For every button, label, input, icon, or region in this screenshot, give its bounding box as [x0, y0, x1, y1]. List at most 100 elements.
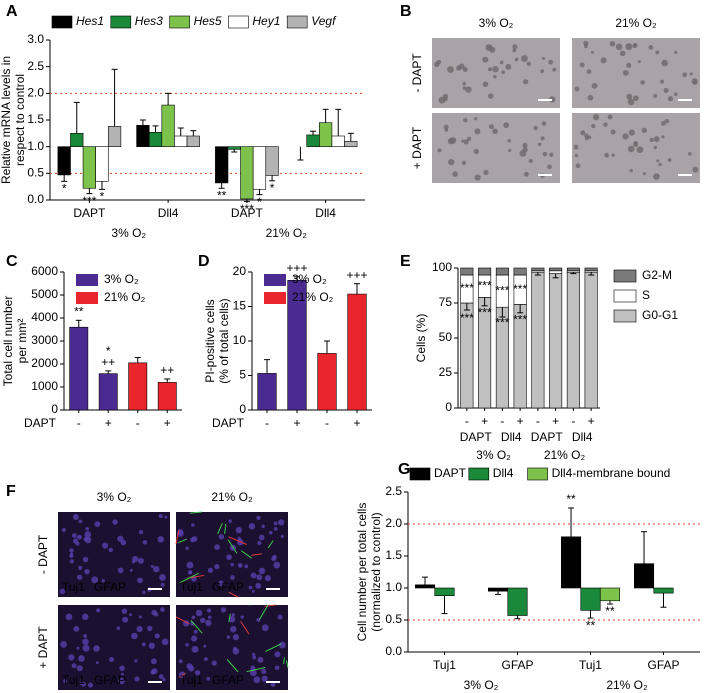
bar-segment: [495, 267, 509, 276]
y-tick-label: 1000: [31, 379, 58, 393]
bar: [69, 326, 89, 411]
cell: [256, 515, 261, 521]
bar-segment: [584, 271, 598, 409]
bar: [82, 146, 96, 189]
cell: [636, 146, 644, 154]
cell: [483, 169, 489, 176]
y-tick-label: 0.5: [27, 166, 44, 180]
significance-label: *: [270, 181, 275, 195]
cell: [190, 523, 195, 527]
y-tick-label: 2.0: [385, 516, 402, 530]
cell: [93, 645, 100, 652]
cell: [474, 174, 481, 181]
cell: [649, 137, 654, 143]
y-axis-label: PI-positive cells: [203, 299, 217, 382]
cell: [492, 66, 499, 73]
x-tick-label: GFAP: [501, 658, 533, 672]
cell: [277, 519, 285, 526]
cell: [121, 608, 128, 614]
cell: [537, 142, 542, 147]
cell: [541, 121, 547, 126]
cell: [507, 139, 511, 143]
y-tick-label: 2.5: [27, 59, 44, 73]
cell: [251, 589, 255, 593]
cell: [280, 534, 284, 538]
cell: [688, 152, 692, 156]
stain-label: GFAP: [212, 580, 244, 594]
y-tick-label: 0.5: [385, 612, 402, 626]
y-tick-label: 50: [439, 330, 453, 344]
bar: [507, 587, 528, 616]
legend-label: Hey1: [252, 14, 280, 28]
cell: [585, 137, 589, 141]
cell: [84, 531, 92, 538]
panel-label: E: [400, 253, 411, 270]
cell: [77, 574, 83, 580]
cell: [653, 145, 657, 150]
cell: [627, 145, 635, 153]
cell: [59, 588, 66, 595]
bar: [70, 133, 84, 147]
cell: [438, 96, 446, 104]
cell: [512, 44, 518, 50]
cell: [523, 79, 529, 85]
cell: [258, 534, 265, 541]
cell: [642, 172, 646, 176]
legend-swatch: [613, 309, 637, 323]
cell: [615, 43, 623, 51]
cell: [191, 635, 198, 642]
cell: [120, 672, 125, 676]
fiber: [265, 643, 282, 652]
y-tick-label: 2000: [31, 356, 58, 370]
cell: [625, 43, 633, 51]
y-axis-label: Total cell number: [1, 296, 15, 387]
cell: [574, 86, 580, 92]
column-header: 3% O₂: [479, 16, 514, 30]
y-tick-label: 5000: [31, 287, 58, 301]
subgroup-label: Dll4: [501, 430, 522, 444]
bar: [240, 146, 254, 200]
cell: [82, 644, 90, 652]
y-axis-label: Cells (%): [414, 314, 428, 363]
cell: [583, 40, 589, 46]
cell: [164, 515, 168, 519]
cell: [667, 158, 672, 162]
cell: [200, 617, 206, 623]
legend-label: DAPT: [434, 466, 467, 480]
micrograph: [58, 512, 170, 597]
cell: [226, 554, 232, 561]
cell: [134, 676, 140, 682]
legend-swatch: [264, 274, 286, 286]
cell: [237, 563, 243, 568]
subgroup-label: DAPT: [460, 430, 493, 444]
cell: [141, 642, 146, 647]
cell: [70, 552, 74, 556]
x-tick-label: +: [552, 414, 559, 428]
bar: [560, 536, 582, 589]
fiber: [179, 672, 186, 678]
stain-label: Tuj1: [62, 673, 85, 687]
significance-label: ***: [495, 283, 509, 297]
y-tick-label: 0.0: [385, 644, 402, 658]
group-label: 3% O₂: [111, 226, 146, 240]
cell: [273, 527, 278, 531]
cell: [72, 513, 79, 520]
cell: [661, 59, 669, 67]
bar-segment: [513, 267, 527, 276]
cell: [575, 163, 581, 169]
cell: [119, 665, 125, 672]
cell: [548, 59, 553, 65]
cell: [83, 634, 88, 638]
row-label: + DAPT: [36, 626, 50, 669]
stain-label: Tuj1: [180, 673, 203, 687]
legend-swatch: [76, 292, 98, 304]
cell: [118, 677, 125, 685]
y-tick-label: 3.0: [27, 32, 44, 46]
cell: [122, 616, 129, 623]
panel-label: A: [6, 3, 18, 20]
significance-label: *: [257, 195, 262, 209]
cell: [273, 561, 281, 569]
cell: [76, 534, 82, 540]
x-tick-label: +: [164, 416, 171, 430]
x-tick-label: -: [465, 414, 469, 428]
